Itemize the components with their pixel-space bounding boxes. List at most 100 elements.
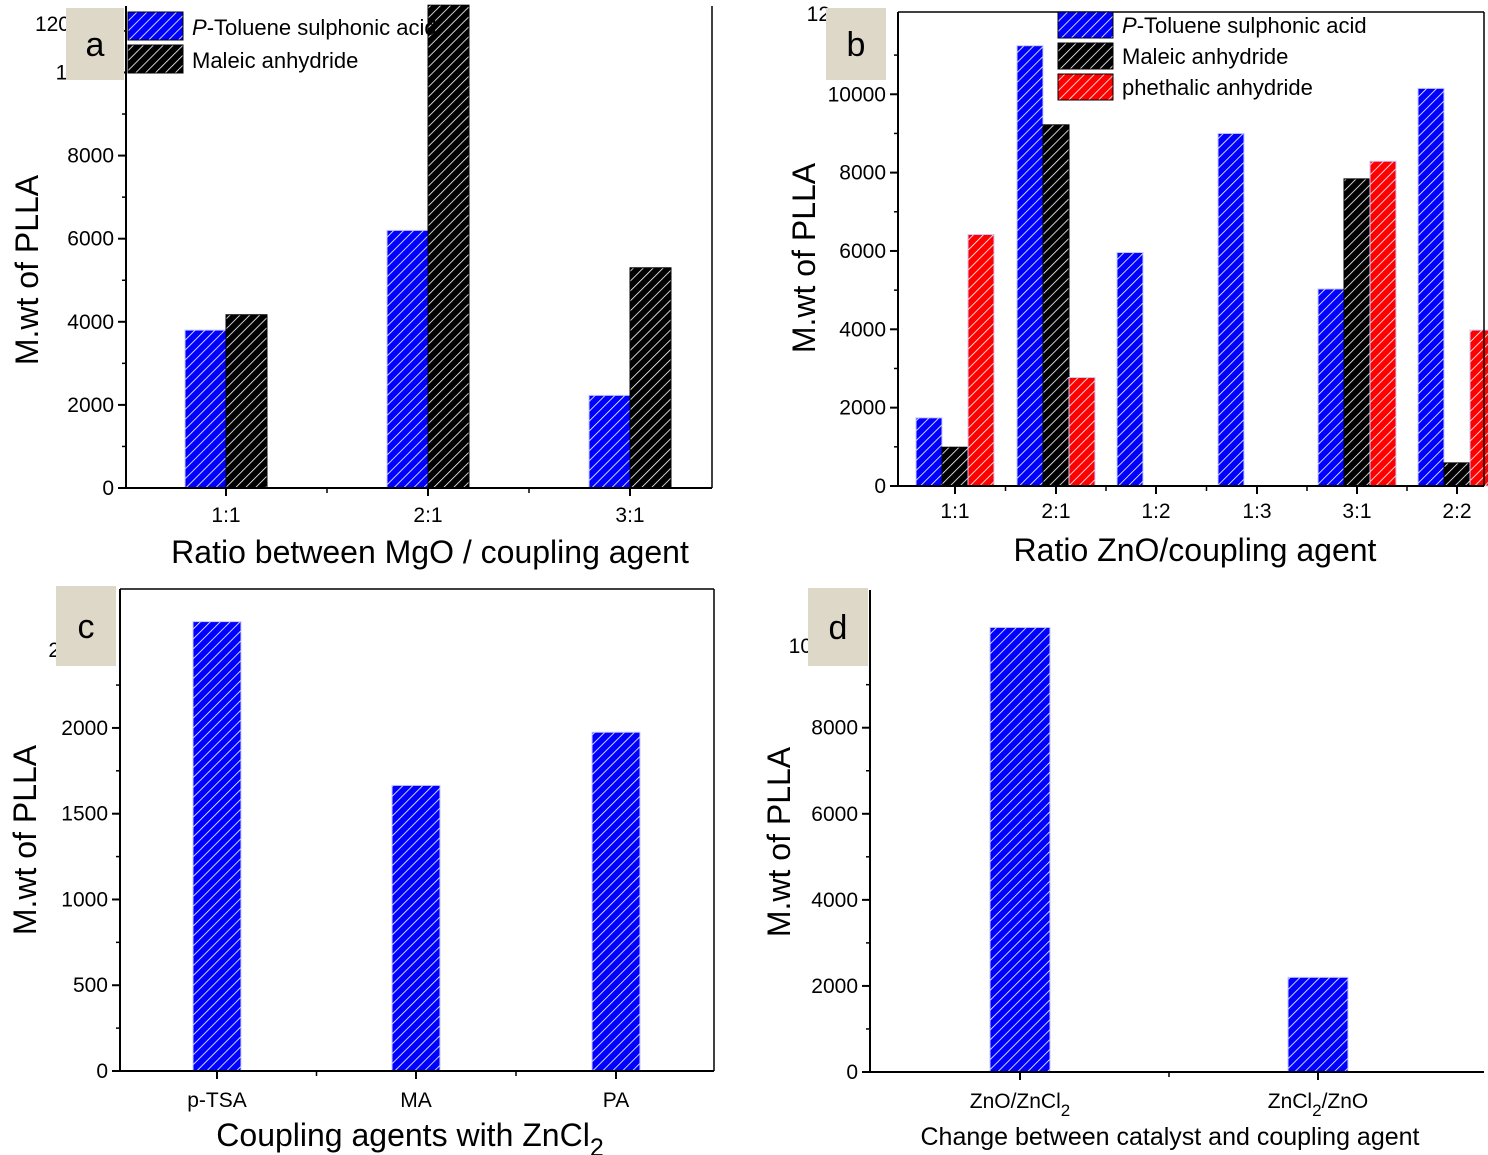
x-tick-label: 1:1 bbox=[211, 504, 240, 527]
legend-label: Maleic anhydride bbox=[192, 48, 358, 73]
x-tick-label: 1:2 bbox=[1141, 500, 1170, 523]
y-axis-label: M.wt of PLLA bbox=[786, 162, 822, 353]
y-tick-label-top: 10 bbox=[789, 635, 812, 658]
x-tick-label: ZnCl2/ZnO bbox=[1268, 1090, 1369, 1120]
x-tick-label: 2:1 bbox=[1041, 500, 1070, 523]
legend-swatch bbox=[1057, 11, 1114, 39]
legend-label: P-Toluene sulphonic acid bbox=[192, 15, 437, 40]
panel-label-box bbox=[826, 8, 886, 80]
y-tick-label: 1500 bbox=[61, 803, 108, 826]
legend-label-text: -Toluene sulphonic acid bbox=[1137, 13, 1367, 38]
x-tick-label: 1:3 bbox=[1242, 500, 1271, 523]
y-tick-label: 8000 bbox=[67, 145, 114, 168]
bar-1-1-s1 bbox=[941, 446, 969, 487]
y-tick-label: 6000 bbox=[67, 228, 114, 251]
y-tick-label: 2000 bbox=[811, 975, 858, 998]
x-axis-label: Coupling agents with ZnCl2 bbox=[216, 1117, 603, 1155]
bar-3-1-s1 bbox=[1343, 178, 1371, 487]
y-axis-label: M.wt of PLLA bbox=[9, 174, 45, 365]
y-axis-label: M.wt of PLLA bbox=[7, 744, 43, 935]
y-tick-label-top: 120 bbox=[35, 13, 70, 36]
bar-2-1-s0 bbox=[1016, 45, 1044, 487]
y-tick-label: 6000 bbox=[811, 803, 858, 826]
x-tick-label: 2:1 bbox=[413, 504, 442, 527]
x-tick-label: PA bbox=[603, 1089, 629, 1112]
bar-3-1-s0 bbox=[588, 394, 631, 489]
y-tick-label: 2000 bbox=[61, 717, 108, 740]
y-tick-label: 0 bbox=[874, 475, 886, 498]
y-tick-label: 4000 bbox=[839, 318, 886, 341]
bar-p-TSA-s0 bbox=[192, 621, 242, 1072]
y-tick-label: 8000 bbox=[811, 717, 858, 740]
bar-ZnO-ZnCl2-s0 bbox=[989, 626, 1051, 1073]
bar-2-1-s1 bbox=[1042, 124, 1070, 487]
panel-label-box bbox=[56, 586, 116, 666]
panel-a: 02000400060008000100001201:12:13:1M.wt o… bbox=[9, 4, 713, 570]
bar-3-1-s1 bbox=[629, 267, 672, 489]
x-tick-label: 1:1 bbox=[940, 500, 969, 523]
x-tick-label: 3:1 bbox=[615, 504, 644, 527]
panel-label-box bbox=[66, 8, 124, 80]
bar-1-1-s1 bbox=[225, 314, 268, 489]
x-tick-label-rest: /ZnO bbox=[1322, 1090, 1369, 1113]
x-tick-label-sub: 2 bbox=[1061, 1101, 1070, 1120]
legend-swatch bbox=[1057, 73, 1114, 101]
legend-label-italic: P bbox=[1122, 13, 1137, 38]
bar-2-2-s1 bbox=[1443, 462, 1471, 487]
bar-3-1-s0 bbox=[1317, 288, 1345, 487]
panel-c: 0 500 1000 1500 2000 2 p-TSA MA PA M.wt of PLLA Co… bbox=[7, 586, 715, 1155]
bar-1-2-s0 bbox=[1116, 252, 1144, 487]
x-tick-label-main: ZnCl bbox=[1268, 1090, 1312, 1113]
x-tick-label: p-TSA bbox=[187, 1089, 247, 1112]
x-axis-label-main: Coupling agents with ZnCl bbox=[216, 1117, 590, 1153]
panel-label-box bbox=[808, 588, 868, 666]
y-axis-label: M.wt of PLLA bbox=[761, 746, 797, 937]
y-tick-label: 0 bbox=[96, 1060, 108, 1083]
x-axis-label: Ratio between MgO / coupling agent bbox=[171, 534, 689, 570]
legend-label: phethalic anhydride bbox=[1122, 75, 1313, 100]
y-tick-label: 6000 bbox=[839, 240, 886, 263]
bar-ZnCl2-ZnO-s0 bbox=[1287, 976, 1349, 1073]
bar-PA-s0 bbox=[591, 731, 641, 1072]
legend-label: Maleic anhydride bbox=[1122, 44, 1288, 69]
legend-swatch bbox=[127, 44, 184, 74]
panel-b: 0 2000 4000 6000 8000 10000 12 1:1 2:1 1:2 1:3 3:1 2… bbox=[786, 3, 1488, 568]
y-tick-label: 500 bbox=[73, 974, 108, 997]
x-tick-label-sub: 2 bbox=[1312, 1101, 1321, 1120]
legend-label-italic: P bbox=[192, 15, 207, 40]
y-tick-label-top: 2 bbox=[48, 639, 60, 662]
x-axis-label: Ratio ZnO/coupling agent bbox=[1014, 532, 1377, 568]
bar-2-1-s2 bbox=[1068, 376, 1096, 487]
panel-label: b bbox=[847, 26, 866, 64]
panel-label: a bbox=[86, 26, 105, 64]
x-axis-label: Change between catalyst and coupling age… bbox=[921, 1123, 1420, 1151]
y-tick-label: 0 bbox=[846, 1061, 858, 1084]
legend-label-text: Maleic anhydride bbox=[1122, 44, 1288, 69]
legend-label: P-Toluene sulphonic acid bbox=[1122, 13, 1367, 38]
legend-label-text: Maleic anhydride bbox=[192, 48, 358, 73]
x-axis-label-sub: 2 bbox=[590, 1134, 604, 1155]
y-tick-label: 0 bbox=[102, 477, 114, 500]
y-tick-label: 8000 bbox=[839, 162, 886, 185]
bar-2-2-s2 bbox=[1469, 329, 1488, 487]
bar-1-1-s0 bbox=[184, 329, 227, 489]
x-tick-label: 3:1 bbox=[1342, 500, 1371, 523]
legend-label-text: phethalic anhydride bbox=[1122, 75, 1313, 100]
x-tick-label: 2:2 bbox=[1442, 500, 1471, 523]
y-tick-label: 4000 bbox=[67, 311, 114, 334]
y-tick-label: 2000 bbox=[839, 397, 886, 420]
legend-label-text: -Toluene sulphonic acid bbox=[207, 15, 437, 40]
y-tick-label: 4000 bbox=[811, 889, 858, 912]
y-tick-label: 10000 bbox=[828, 83, 886, 106]
panel-label: d bbox=[829, 609, 848, 647]
bar-MA-s0 bbox=[391, 784, 441, 1072]
bar-2-2-s0 bbox=[1417, 87, 1445, 487]
bar-1-1-s2 bbox=[967, 234, 995, 487]
panel-label: c bbox=[78, 608, 95, 646]
bar-2-1-s0 bbox=[386, 229, 429, 489]
x-tick-label: ZnO/ZnCl2 bbox=[970, 1090, 1070, 1120]
bar-3-1-s2 bbox=[1369, 160, 1397, 487]
y-tick-label: 1000 bbox=[61, 888, 108, 911]
